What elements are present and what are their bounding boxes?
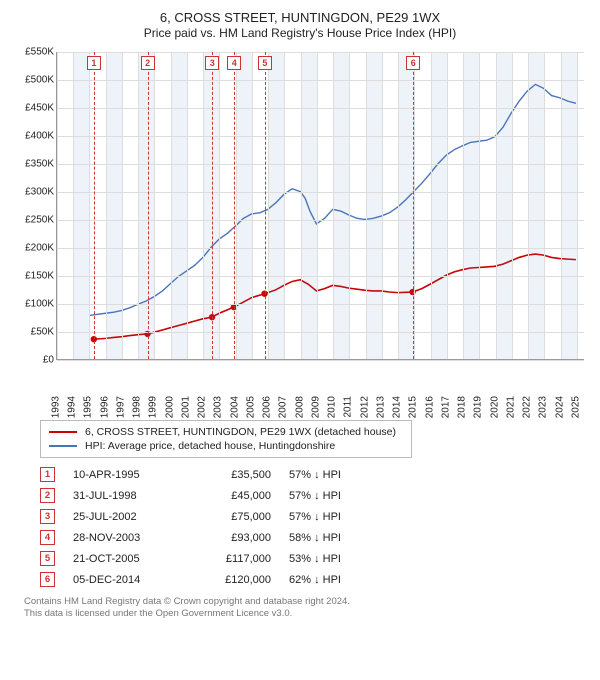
legend-swatch [49,445,77,447]
legend-swatch [49,431,77,433]
footer-line: This data is licensed under the Open Gov… [24,608,580,620]
x-axis-label: 2002 [197,396,208,418]
transaction-marker: 6 [406,56,420,70]
row-marker: 3 [40,509,55,524]
x-axis-label: 2017 [440,396,451,418]
row-pct-vs-hpi: 57% ↓ HPI [289,490,389,502]
x-axis-label: 1999 [148,396,159,418]
x-axis-label: 2011 [343,396,354,418]
row-marker: 2 [40,488,55,503]
legend-item: HPI: Average price, detached house, Hunt… [49,439,403,453]
y-axis-label: £0 [12,355,54,366]
x-axis-label: 2021 [505,396,516,418]
y-axis-label: £300K [12,187,54,198]
x-axis-label: 2007 [278,396,289,418]
x-axis-label: 2013 [375,396,386,418]
row-price: £35,500 [191,469,271,481]
footer-attribution: Contains HM Land Registry data © Crown c… [24,596,580,620]
row-pct-vs-hpi: 57% ↓ HPI [289,511,389,523]
transaction-marker: 4 [227,56,241,70]
x-axis-label: 2006 [262,396,273,418]
row-marker: 6 [40,572,55,587]
legend-label: HPI: Average price, detached house, Hunt… [85,440,335,452]
x-axis-label: 2003 [213,396,224,418]
x-axis-label: 2019 [473,396,484,418]
x-axis-label: 2023 [538,396,549,418]
page-subtitle: Price paid vs. HM Land Registry's House … [12,26,588,40]
y-axis-label: £100K [12,299,54,310]
x-axis-label: 2018 [457,396,468,418]
x-axis-label: 2001 [180,396,191,418]
row-date: 31-JUL-1998 [73,490,173,502]
x-axis-label: 1995 [83,396,94,418]
row-marker: 5 [40,551,55,566]
transaction-marker: 2 [141,56,155,70]
x-axis-label: 1996 [99,396,110,418]
y-axis-label: £450K [12,103,54,114]
y-axis-label: £350K [12,159,54,170]
x-axis-label: 2012 [359,396,370,418]
row-price: £75,000 [191,511,271,523]
row-price: £117,000 [191,553,271,565]
x-axis-label: 2024 [554,396,565,418]
y-axis-label: £500K [12,75,54,86]
transaction-marker: 3 [205,56,219,70]
x-axis-label: 2022 [522,396,533,418]
x-axis-label: 2005 [245,396,256,418]
row-pct-vs-hpi: 53% ↓ HPI [289,553,389,565]
x-axis-label: 2010 [327,396,338,418]
row-marker: 4 [40,530,55,545]
row-date: 05-DEC-2014 [73,574,173,586]
legend-item: 6, CROSS STREET, HUNTINGDON, PE29 1WX (d… [49,425,403,439]
row-date: 21-OCT-2005 [73,553,173,565]
x-axis-label: 2004 [229,396,240,418]
row-date: 10-APR-1995 [73,469,173,481]
x-axis-label: 2000 [164,396,175,418]
transaction-marker: 1 [87,56,101,70]
x-axis-label: 2016 [424,396,435,418]
x-axis-label: 1997 [115,396,126,418]
table-row: 1 10-APR-1995 £35,500 57% ↓ HPI [40,464,580,485]
x-axis-label: 2020 [489,396,500,418]
y-axis-label: £550K [12,47,54,58]
table-row: 5 21-OCT-2005 £117,000 53% ↓ HPI [40,548,580,569]
x-axis-label: 1994 [67,396,78,418]
table-row: 6 05-DEC-2014 £120,000 62% ↓ HPI [40,569,580,590]
page-title: 6, CROSS STREET, HUNTINGDON, PE29 1WX [12,10,588,25]
row-price: £120,000 [191,574,271,586]
transaction-table: 1 10-APR-1995 £35,500 57% ↓ HPI 2 31-JUL-1998… [40,464,580,590]
footer-line: Contains HM Land Registry data © Crown c… [24,596,580,608]
x-axis-label: 2009 [310,396,321,418]
y-axis-label: £200K [12,243,54,254]
x-axis-label: 2025 [570,396,581,418]
y-axis-label: £250K [12,215,54,226]
y-axis-label: £50K [12,327,54,338]
row-date: 28-NOV-2003 [73,532,173,544]
table-row: 2 31-JUL-1998 £45,000 57% ↓ HPI [40,485,580,506]
x-axis-label: 2008 [294,396,305,418]
x-axis-label: 2014 [392,396,403,418]
y-axis-label: £150K [12,271,54,282]
transaction-marker: 5 [258,56,272,70]
row-price: £93,000 [191,532,271,544]
legend-label: 6, CROSS STREET, HUNTINGDON, PE29 1WX (d… [85,426,396,438]
x-axis-label: 1993 [51,396,62,418]
table-row: 3 25-JUL-2002 £75,000 57% ↓ HPI [40,506,580,527]
row-price: £45,000 [191,490,271,502]
table-row: 4 28-NOV-2003 £93,000 58% ↓ HPI [40,527,580,548]
y-axis-label: £400K [12,131,54,142]
row-pct-vs-hpi: 57% ↓ HPI [289,469,389,481]
row-pct-vs-hpi: 62% ↓ HPI [289,574,389,586]
x-axis-label: 1998 [132,396,143,418]
x-axis-label: 2015 [408,396,419,418]
row-pct-vs-hpi: 58% ↓ HPI [289,532,389,544]
row-marker: 1 [40,467,55,482]
row-date: 25-JUL-2002 [73,511,173,523]
price-chart: 1 2 34 5 6 1993 1994 1995 1996 1997 1998 1999 2000 2… [12,46,588,416]
legend: 6, CROSS STREET, HUNTINGDON, PE29 1WX (d… [40,420,412,458]
